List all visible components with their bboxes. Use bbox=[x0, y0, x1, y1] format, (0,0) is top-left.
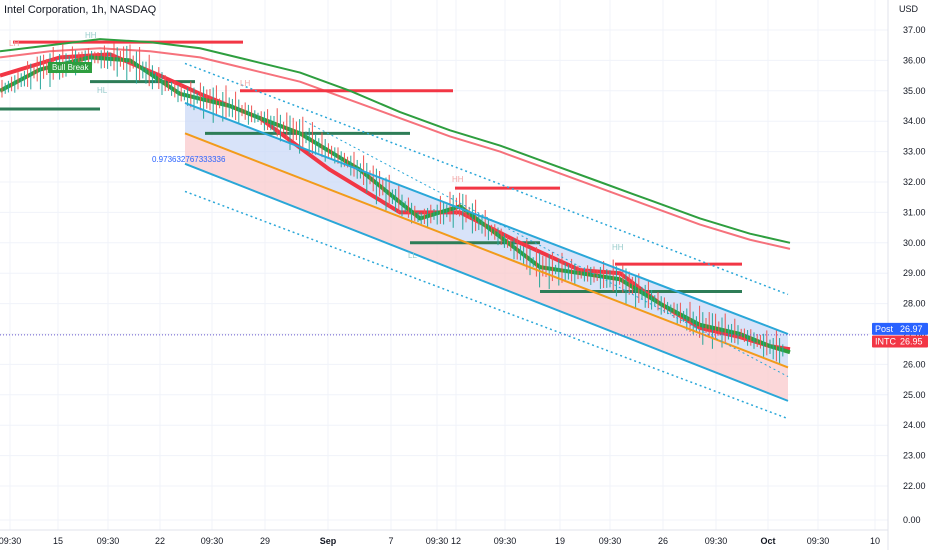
y-axis[interactable]: 37.00 36.00 35.00 34.00 33.00 32.00 31.00 30.00… bbox=[903, 25, 926, 525]
channel-upper-fill bbox=[185, 102, 788, 368]
chart-title: Intel Corporation, 1h, NASDAQ bbox=[4, 4, 157, 16]
y-tick-label: 34.00 bbox=[903, 116, 926, 126]
price-tag-value: 26.95 bbox=[900, 337, 923, 347]
y-tick-label: 22.00 bbox=[903, 481, 926, 491]
x-axis[interactable]: 09:30 15 09:30 22 09:30 29 Sep 7 09:30 12 09:30 19 0… bbox=[0, 536, 880, 546]
x-tick-label: 09:30 bbox=[201, 536, 224, 546]
annotation-label: HH bbox=[85, 31, 97, 40]
x-tick-label: 29 bbox=[260, 536, 270, 546]
x-tick-label: 09:30 bbox=[705, 536, 728, 546]
y-tick-label: 30.00 bbox=[903, 238, 926, 248]
x-tick-label: 19 bbox=[555, 536, 565, 546]
price-tag-label: INTC bbox=[875, 337, 896, 347]
y-tick-label: 28.00 bbox=[903, 299, 926, 309]
y-tick-label: 37.00 bbox=[903, 25, 926, 35]
x-tick-label: 09:30 bbox=[807, 536, 830, 546]
bull-break-badge bbox=[48, 62, 92, 73]
y-tick-label: 23.00 bbox=[903, 451, 926, 461]
annotation-label: Bull Break bbox=[52, 63, 89, 72]
y-tick-label: 25.00 bbox=[903, 390, 926, 400]
y-axis-unit: USD bbox=[898, 4, 918, 14]
x-tick-label: 22 bbox=[155, 536, 165, 546]
annotation-label: HL bbox=[97, 86, 108, 95]
channel-inner-dotted bbox=[304, 120, 789, 378]
x-tick-label: Oct bbox=[760, 536, 775, 546]
x-tick-label: 09:30 bbox=[97, 536, 120, 546]
x-tick-label: Sep bbox=[320, 536, 337, 546]
y-tick-label: 33.00 bbox=[903, 147, 926, 157]
annotation-label: 0.973632767333336 bbox=[152, 155, 226, 164]
annotation-label: HH bbox=[452, 175, 464, 184]
annotation-label: LH bbox=[240, 79, 250, 88]
channel-outer-lower bbox=[184, 190, 789, 420]
channel-mid-line bbox=[184, 132, 789, 369]
x-tick-label: 7 bbox=[388, 536, 393, 546]
annotation-label: LL bbox=[408, 251, 417, 260]
channel-lower-line bbox=[184, 162, 789, 402]
annotations: LH HH HL LH 0.973632767333336 LL HH HH Bull Brea… bbox=[9, 31, 624, 260]
y-tick-label: 0.00 bbox=[903, 515, 921, 525]
price-tag-bg bbox=[872, 335, 928, 348]
x-tick-label: 12 bbox=[451, 536, 461, 546]
price-tag-value: 26.97 bbox=[900, 324, 923, 334]
x-tick-label: 26 bbox=[658, 536, 668, 546]
x-tick-label: 09:30 bbox=[0, 536, 21, 546]
series-line bbox=[0, 38, 791, 244]
y-tick-label: 26.00 bbox=[903, 359, 926, 369]
x-tick-label: 15 bbox=[53, 536, 63, 546]
x-tick-label: 09:30 bbox=[599, 536, 622, 546]
series-line bbox=[0, 47, 791, 250]
price-tags: Post 26.97 INTC 26.95 bbox=[872, 322, 928, 348]
y-tick-label: 36.00 bbox=[903, 55, 926, 65]
x-tick-label: 09:30 bbox=[426, 536, 449, 546]
y-tick-label: 32.00 bbox=[903, 177, 926, 187]
regression-channel bbox=[0, 62, 870, 420]
y-tick-label: 35.00 bbox=[903, 86, 926, 96]
channel-upper-line bbox=[184, 102, 789, 335]
level-lines bbox=[0, 40, 742, 293]
annotation-label: LH bbox=[9, 39, 19, 48]
x-tick-label: 10 bbox=[870, 536, 880, 546]
y-tick-label: 31.00 bbox=[903, 207, 926, 217]
annotation-label: HH bbox=[612, 243, 624, 252]
channel-fills bbox=[185, 102, 788, 401]
price-tag-label: Post bbox=[875, 324, 894, 334]
y-tick-label: 29.00 bbox=[903, 268, 926, 278]
channel-lower-fill bbox=[185, 133, 788, 401]
grid-lines bbox=[0, 0, 889, 550]
y-tick-label: 24.00 bbox=[903, 420, 926, 430]
x-tick-label: 09:30 bbox=[494, 536, 517, 546]
price-tag-bg bbox=[872, 322, 928, 335]
